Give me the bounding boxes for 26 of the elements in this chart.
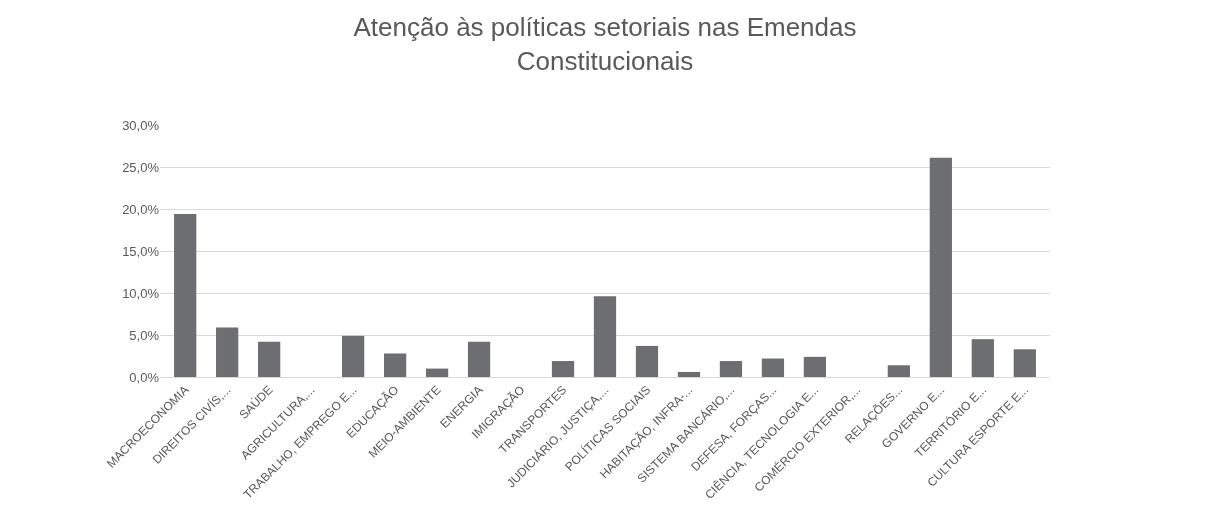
bar xyxy=(341,335,365,377)
bar xyxy=(174,214,197,377)
y-tick-label: 10,0% xyxy=(122,285,160,301)
y-tick-label: 5,0% xyxy=(129,327,160,343)
bar xyxy=(761,358,785,377)
bar xyxy=(383,353,407,377)
bar xyxy=(425,368,449,377)
bar xyxy=(929,157,952,377)
bar xyxy=(1013,349,1036,377)
chart-title: Atenção às políticas setoriais nas Emendas Constitucionais xyxy=(353,11,857,76)
bar xyxy=(887,365,910,377)
bar xyxy=(635,345,659,377)
bar xyxy=(216,327,239,377)
y-tick-label: 20,0% xyxy=(122,201,160,217)
bar xyxy=(467,341,491,377)
bar xyxy=(719,361,743,377)
y-tick-label: 0,0% xyxy=(129,369,160,385)
y-tick-label: 15,0% xyxy=(122,243,160,259)
bar xyxy=(803,356,827,377)
bar xyxy=(677,371,701,377)
bar xyxy=(593,296,617,377)
bar xyxy=(258,341,281,377)
y-tick-label: 25,0% xyxy=(122,159,160,175)
bar xyxy=(551,361,575,377)
y-tick-label: 30,0% xyxy=(122,117,160,133)
bar xyxy=(971,339,994,377)
